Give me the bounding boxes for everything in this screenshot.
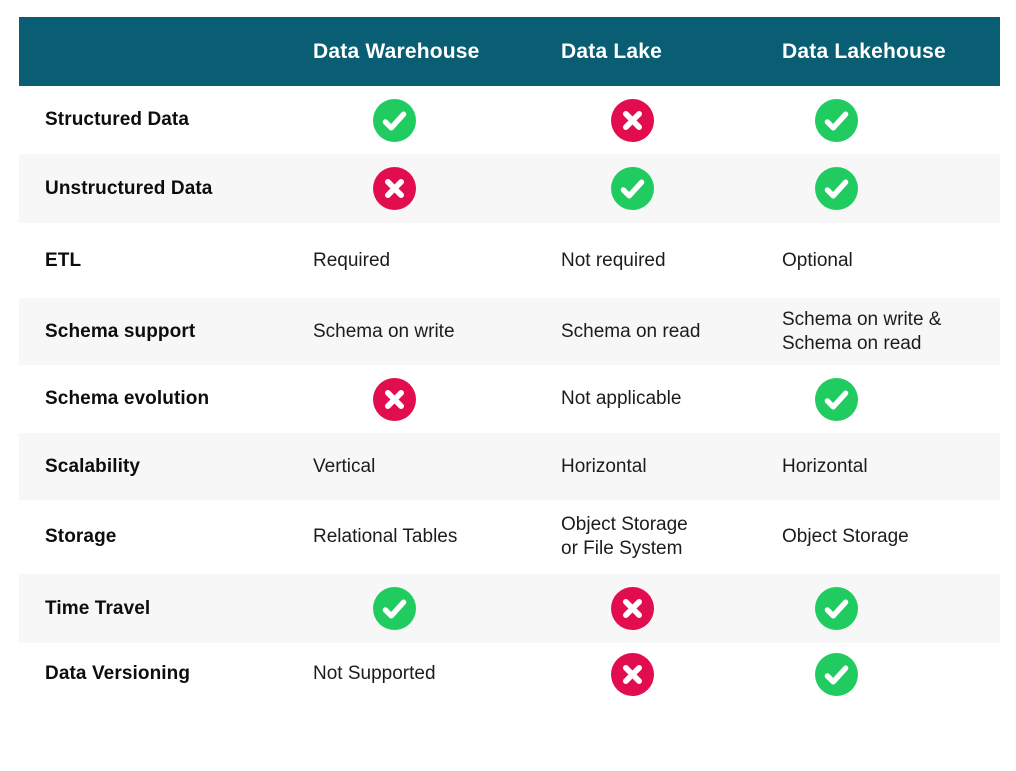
cross-icon bbox=[611, 98, 654, 142]
cell-text: Horizontal bbox=[782, 455, 868, 477]
row-label: Scalability bbox=[45, 455, 141, 477]
row-label: Storage bbox=[45, 526, 117, 547]
row-label: ETL bbox=[45, 249, 82, 271]
cell-icon bbox=[782, 587, 1000, 630]
cell-icon bbox=[561, 98, 782, 142]
check-icon bbox=[815, 587, 858, 630]
cell-text: Relational Tables bbox=[313, 526, 458, 547]
check-icon bbox=[815, 98, 858, 142]
check-icon bbox=[373, 98, 416, 142]
check-icon bbox=[611, 167, 654, 210]
check-icon bbox=[373, 587, 416, 630]
cell-text: Not required bbox=[561, 249, 666, 271]
check-icon bbox=[815, 652, 858, 696]
table-row: Schema support Schema on write Schema on… bbox=[19, 298, 1000, 365]
cell-text: Vertical bbox=[313, 455, 376, 477]
row-label: Unstructured Data bbox=[45, 177, 213, 199]
column-header-data-lakehouse: Data Lakehouse bbox=[782, 39, 946, 63]
table-row: Storage Relational Tables Object Storage… bbox=[19, 500, 1000, 574]
table-row: ETL Required Not required Optional bbox=[19, 223, 1000, 298]
table-body: Structured Data Unstructured Data ETL Re… bbox=[19, 86, 1000, 705]
cross-icon bbox=[611, 587, 654, 630]
table-header-row: Data Warehouse Data Lake Data Lakehouse bbox=[19, 17, 1000, 86]
table-row: Unstructured Data bbox=[19, 154, 1000, 223]
row-label: Structured Data bbox=[45, 109, 190, 130]
cell-icon bbox=[782, 377, 1000, 421]
cell-icon bbox=[561, 167, 782, 210]
cell-text: Horizontal bbox=[561, 455, 647, 477]
row-label: Schema evolution bbox=[45, 388, 210, 409]
cell-icon bbox=[782, 98, 1000, 142]
cell-text: Optional bbox=[782, 249, 853, 271]
cell-text: Object Storage or File System bbox=[561, 514, 688, 559]
cell-icon bbox=[782, 167, 1000, 210]
cell-icon bbox=[561, 652, 782, 696]
cross-icon bbox=[373, 167, 416, 210]
cell-icon bbox=[313, 587, 561, 630]
check-icon bbox=[815, 377, 858, 421]
cell-text: Schema on write & Schema on read bbox=[782, 308, 942, 354]
cell-text: Schema on write bbox=[313, 320, 455, 342]
cell-icon bbox=[782, 652, 1000, 696]
table-row: Structured Data bbox=[19, 86, 1000, 154]
check-icon bbox=[815, 167, 858, 210]
comparison-table: Data Warehouse Data Lake Data Lakehouse … bbox=[19, 17, 1000, 705]
cell-icon bbox=[313, 98, 561, 142]
cell-icon bbox=[561, 587, 782, 630]
row-label: Time Travel bbox=[45, 597, 151, 619]
table-row: Schema evolution Not applicable bbox=[19, 365, 1000, 433]
column-header-data-lake: Data Lake bbox=[561, 39, 663, 63]
cell-text: Not applicable bbox=[561, 388, 682, 409]
table-row: Scalability Vertical Horizontal Horizont… bbox=[19, 433, 1000, 500]
row-label: Data Versioning bbox=[45, 663, 191, 684]
cross-icon bbox=[611, 652, 654, 696]
cell-text: Required bbox=[313, 249, 391, 271]
cell-text: Object Storage bbox=[782, 526, 909, 547]
table-row: Data Versioning Not Supported bbox=[19, 643, 1000, 705]
column-header-data-warehouse: Data Warehouse bbox=[313, 39, 480, 63]
cell-icon bbox=[313, 377, 561, 421]
cell-text: Schema on read bbox=[561, 320, 701, 342]
cell-icon bbox=[313, 167, 561, 210]
row-label: Schema support bbox=[45, 320, 196, 342]
cell-text: Not Supported bbox=[313, 663, 436, 684]
table-row: Time Travel bbox=[19, 574, 1000, 643]
cross-icon bbox=[373, 377, 416, 421]
